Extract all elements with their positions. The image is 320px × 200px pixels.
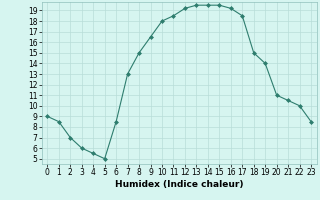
X-axis label: Humidex (Indice chaleur): Humidex (Indice chaleur)	[115, 180, 244, 189]
